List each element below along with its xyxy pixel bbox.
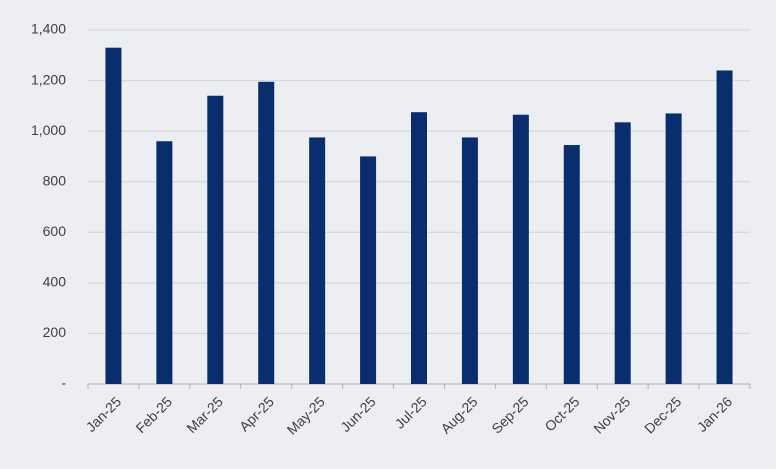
bar [105,47,122,384]
bar [207,95,224,384]
bar [665,113,682,384]
bar [512,114,529,384]
y-tick-label: 1,000 [31,122,66,138]
y-tick-label: 200 [43,324,67,340]
bar [411,112,427,384]
y-tick-label: 800 [43,172,67,188]
y-tick-label: - [61,375,66,391]
bar [309,137,326,384]
bar [716,70,733,384]
bar [360,156,377,384]
bar [156,141,173,384]
y-tick-label: 1,200 [31,71,66,87]
bar [461,137,478,384]
bar [563,145,580,384]
y-tick-label: 1,400 [31,21,66,37]
bar [258,81,275,384]
bar [614,122,631,385]
y-tick-label: 400 [43,274,67,290]
y-tick-label: 600 [43,223,67,239]
